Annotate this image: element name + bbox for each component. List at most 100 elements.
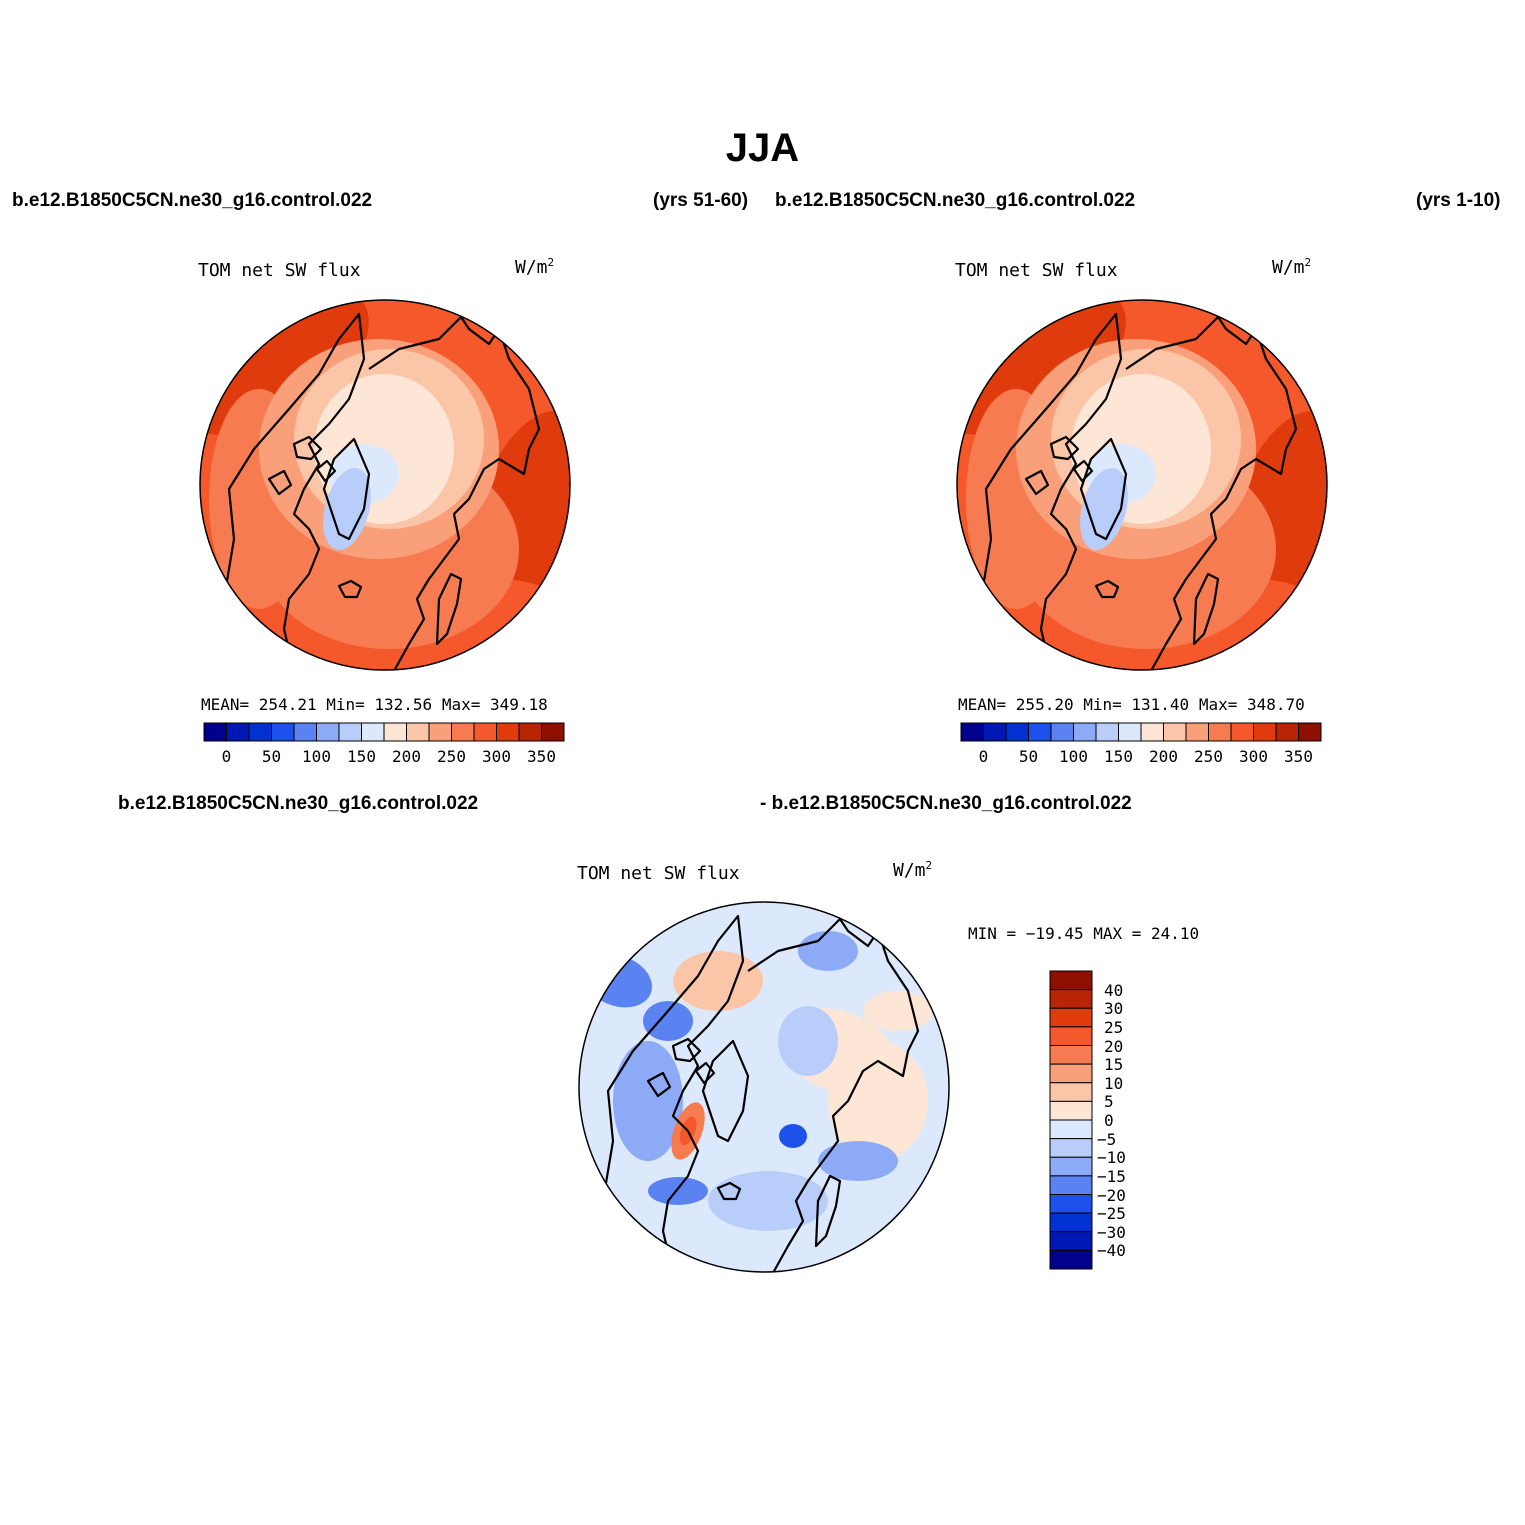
colorbar-tick-label: −30 xyxy=(1097,1222,1126,1242)
colorbar-swatch xyxy=(1049,1007,1093,1028)
colorbar-tick-label: 40 xyxy=(1104,980,1124,1000)
coastline xyxy=(435,572,463,646)
colorbar-swatch xyxy=(1140,722,1164,742)
panel3-units: W/m2 xyxy=(893,859,933,881)
colorbar-swatch xyxy=(518,722,542,742)
contour-field xyxy=(613,1041,683,1161)
colorbar-swatch xyxy=(1230,722,1254,742)
coastline xyxy=(814,1174,842,1248)
colorbar-tick-label: 300 xyxy=(482,747,511,766)
coastline xyxy=(1024,469,1050,496)
colorbar-tick-label: −10 xyxy=(1097,1148,1126,1168)
colorbar-tick-label: 350 xyxy=(1284,747,1313,766)
contour-field xyxy=(673,951,763,1011)
contour-field xyxy=(1080,468,1128,550)
colorbar-swatch xyxy=(406,722,430,742)
contour-field xyxy=(798,931,858,971)
colorbar-swatch xyxy=(1050,722,1074,742)
coastline xyxy=(1079,437,1128,541)
colorbar-tick-label: 30 xyxy=(1104,999,1124,1019)
colorbar-swatch xyxy=(1049,1100,1093,1121)
coastline xyxy=(716,1181,742,1201)
panel3-variable-title: TOM net SW flux xyxy=(577,863,740,884)
colorbar-tick-label: 0 xyxy=(1104,1111,1114,1130)
panel1-stats: MEAN= 254.21 Min= 132.56 Max= 349.18 xyxy=(201,695,548,714)
colorbar-swatch xyxy=(1163,722,1187,742)
colorbar-tick-label: 100 xyxy=(302,747,331,766)
colorbar-swatch xyxy=(1073,722,1097,742)
coastline xyxy=(979,312,1123,670)
colorbar-swatch xyxy=(1049,1212,1093,1233)
colorbar-tick-label: 20 xyxy=(1104,1036,1124,1056)
colorbar-tick-label: −40 xyxy=(1097,1241,1126,1261)
colorbar-tick-label: 350 xyxy=(527,747,556,766)
panel3-case-right: - b.e12.B1850C5CN.ne30_g16.control.022 xyxy=(760,793,1132,814)
colorbar-swatch xyxy=(1049,1138,1093,1158)
colorbar-swatch xyxy=(316,722,340,742)
colorbar-tick-label: 200 xyxy=(392,747,421,766)
panel2-period-label: (yrs 1-10) xyxy=(1416,190,1501,211)
colorbar-swatch xyxy=(1049,1045,1093,1065)
colorbar-tick-label: −5 xyxy=(1097,1129,1117,1149)
panel3-polar-map xyxy=(578,901,950,1273)
colorbar-tick-label: −20 xyxy=(1097,1185,1126,1205)
colorbar-tick-label: 250 xyxy=(437,747,466,766)
colorbar-swatch xyxy=(496,722,520,742)
colorbar-swatch xyxy=(203,722,227,742)
contour-field xyxy=(778,1006,838,1076)
colorbar-swatch xyxy=(1049,1063,1093,1084)
colorbar-tick-label: 150 xyxy=(1104,747,1133,766)
colorbar-swatch xyxy=(1185,722,1209,742)
coastline xyxy=(222,312,366,670)
coastline xyxy=(671,1037,702,1063)
coastline xyxy=(694,1061,716,1085)
colorbar-swatch xyxy=(1298,722,1322,742)
map-border xyxy=(578,901,950,1273)
colorbar-swatch xyxy=(1049,1026,1093,1046)
coastline xyxy=(368,315,541,670)
colorbar-swatch xyxy=(226,722,250,742)
contour-field xyxy=(643,1001,693,1041)
panel2-case-label: b.e12.B1850C5CN.ne30_g16.control.022 xyxy=(775,190,1136,211)
coastline xyxy=(1192,572,1220,646)
panel1-variable-title: TOM net SW flux xyxy=(198,260,361,281)
colorbar-swatch xyxy=(1049,1175,1093,1195)
colorbar-swatch xyxy=(1049,1249,1093,1270)
colorbar-swatch xyxy=(1049,1082,1093,1102)
panel3-stats: MIN = −19.45 MAX = 24.10 xyxy=(968,924,1200,943)
colorbar-swatch xyxy=(1049,1231,1093,1251)
colorbar-swatch xyxy=(1275,722,1299,742)
colorbar-swatch xyxy=(361,722,385,742)
panel3-case-left: b.e12.B1850C5CN.ne30_g16.control.022 xyxy=(118,793,479,814)
colorbar-tick-label: 15 xyxy=(1104,1055,1124,1075)
figure-title: JJA xyxy=(725,126,800,170)
colorbar-swatch xyxy=(1118,722,1142,742)
colorbar-swatch xyxy=(1005,722,1029,742)
coastline xyxy=(646,1071,672,1098)
panel1-period-label: (yrs 51-60) xyxy=(653,190,749,211)
colorbar-tick-label: 250 xyxy=(1194,747,1223,766)
colorbar-tick-label: 100 xyxy=(1059,747,1088,766)
panel2-polar-map xyxy=(956,299,1328,671)
coastline xyxy=(267,469,293,496)
colorbar-swatch xyxy=(1095,722,1119,742)
coastline xyxy=(1049,435,1080,461)
colorbar-swatch xyxy=(1049,1194,1093,1214)
colorbar-swatch xyxy=(1253,722,1277,742)
colorbar-tick-label: 50 xyxy=(261,747,282,766)
colorbar-swatch xyxy=(338,722,362,742)
panel2-stats: MEAN= 255.20 Min= 131.40 Max= 348.70 xyxy=(958,695,1305,714)
colorbar-swatch xyxy=(1049,1156,1093,1177)
colorbar-tick-label: 5 xyxy=(1104,1092,1114,1112)
contour-field xyxy=(708,1171,828,1231)
colorbar-swatch xyxy=(983,722,1007,742)
colorbar-swatch xyxy=(1028,722,1052,742)
colorbar-swatch xyxy=(248,722,272,742)
map-border xyxy=(956,299,1328,671)
panel2-colorbar xyxy=(960,722,1322,742)
coastline xyxy=(322,437,371,541)
colorbar-swatch xyxy=(428,722,452,742)
coastline xyxy=(747,917,920,1272)
coastline xyxy=(292,435,323,461)
colorbar-tick-label: −25 xyxy=(1097,1204,1126,1224)
